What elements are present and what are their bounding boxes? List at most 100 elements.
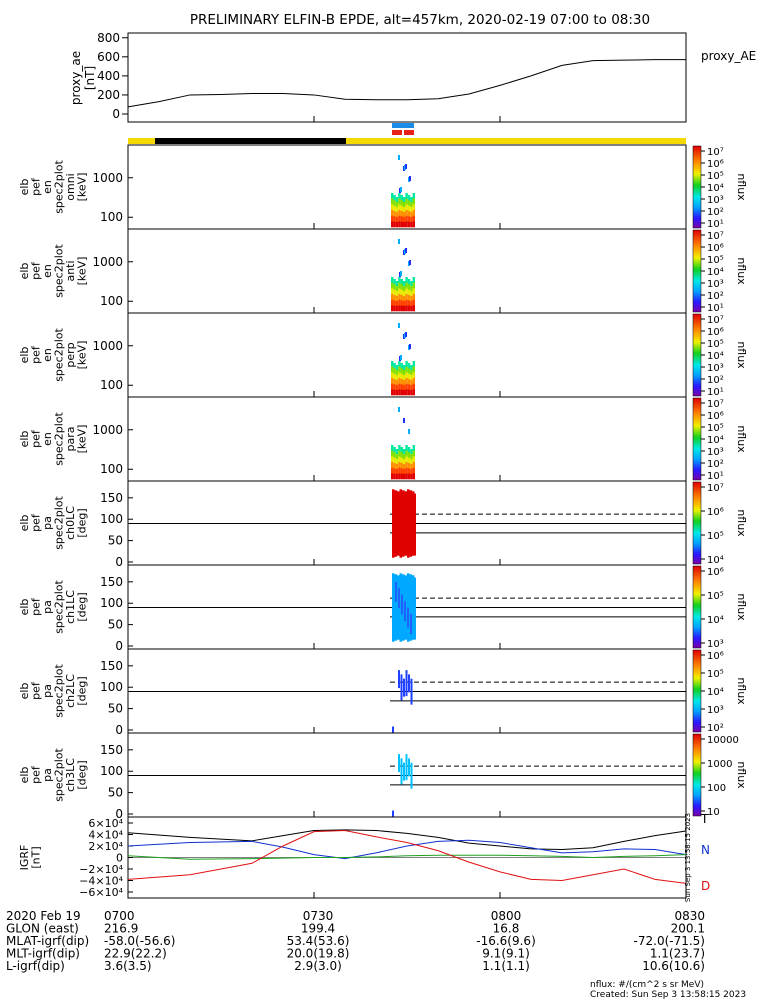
spec_para-cbar-title: nflux xyxy=(735,425,748,453)
spec_para-ytick-label: 100 xyxy=(100,462,123,476)
spec_omni-sparse-pixel xyxy=(400,187,402,192)
spec_omni-spectrum-column xyxy=(391,215,394,222)
spec_perp-sparse-pixel xyxy=(400,355,402,360)
spec_omni-spectrum-column xyxy=(407,195,411,201)
spec_omni-spectrum-column xyxy=(412,193,415,199)
spec_para-cbar-label: 10¹ xyxy=(707,471,724,482)
spec_para-cbar-label: 10³ xyxy=(707,447,724,458)
spec_para-spectrum-column xyxy=(412,456,415,463)
spec_anti-spectrum-column xyxy=(398,277,401,283)
spec_perp-spectrum-column xyxy=(407,368,411,374)
spec_omni-spectrum-column xyxy=(412,210,415,216)
spec_para-spectrum-column xyxy=(405,467,408,474)
pa_ch0-ytick-label: 0 xyxy=(115,555,123,569)
pa_ch3-ylabel: pef xyxy=(30,765,43,784)
ae-ytick-label: 800 xyxy=(97,31,120,45)
pa_ch1-pa-speck xyxy=(410,613,412,634)
igrf-ytick-label: −2×10⁴ xyxy=(79,863,123,876)
spec_perp-spectrum-column xyxy=(398,383,401,390)
pa_ch1-ylabel: spec2plot xyxy=(53,580,66,634)
spec_omni-spectrum-column xyxy=(391,204,394,211)
spec_perp-ylabel: spec2plot xyxy=(53,328,66,382)
spec_anti-spectrum-column xyxy=(400,295,403,301)
spec_anti-spectrum-column xyxy=(407,305,411,312)
spec_para-spectrum-column xyxy=(398,473,401,480)
spec_perp-spectrum-column xyxy=(407,384,411,390)
spec_omni-spectrum-column xyxy=(400,216,403,222)
pa_ch0-ylabel: pa xyxy=(41,516,54,530)
spec_para-spectrum-column xyxy=(391,450,394,457)
spec_omni-spectrum-column xyxy=(412,198,415,205)
spec_omni-spectrum-column xyxy=(395,222,399,228)
spec_omni-spectrum-column xyxy=(398,221,401,228)
igrf-series-label: D xyxy=(701,879,710,893)
spec_perp-spectrum-column xyxy=(391,366,394,373)
spec_perp-spectrum-column xyxy=(393,384,396,390)
spec_anti-cbar-label: 10⁴ xyxy=(707,267,724,278)
spec_anti-ytick-label: 1000 xyxy=(92,255,123,269)
spec_anti-spectrum-column xyxy=(412,299,415,306)
spec_anti-spectrum-column xyxy=(403,296,406,302)
spec_perp-ylabel: pef xyxy=(30,345,43,364)
spec_para-spectrum-column xyxy=(398,456,401,463)
orbit-row-value: 0730 xyxy=(303,909,334,923)
spec_para-spectrum-column xyxy=(410,449,413,455)
pa_ch1-pa-column xyxy=(392,573,395,642)
spec_para-spectrum-column xyxy=(393,457,396,464)
spec_omni-spectrum-column xyxy=(407,205,411,212)
spec_para-spectrum-column xyxy=(407,457,411,464)
spec_omni-ylabel: pef xyxy=(30,177,43,196)
spec_perp-spectrum-column xyxy=(410,385,413,391)
spec_para-cbar-label: 10⁶ xyxy=(707,411,724,422)
igrf-series-line xyxy=(127,829,687,884)
spec_perp-spectrum-column xyxy=(412,378,415,384)
spec_omni-spectrum-column xyxy=(400,211,403,217)
spec_anti-spectrum-column xyxy=(395,306,399,312)
spec_omni-spectrum-column xyxy=(405,210,408,216)
spec_omni-spectrum-column xyxy=(410,202,413,208)
spec_para-spectrum-column xyxy=(410,474,413,480)
spec_para-spectrum-column xyxy=(410,469,413,475)
pa_ch1-ytick-label: 50 xyxy=(108,618,123,632)
ae-panel-frame xyxy=(127,32,687,123)
pa_ch2-ylabel: ch2LC xyxy=(64,674,77,708)
orbit-row-value: 20.0(19.8) xyxy=(287,947,350,961)
pa_ch2-ytick-label: 100 xyxy=(100,680,123,694)
spec_para-sparse-pixel xyxy=(403,418,405,423)
spec_anti-spectrum-column xyxy=(400,289,403,296)
pa_ch3-cbar-label: 10 xyxy=(707,807,720,818)
spec_anti-ylabel: spec2plot xyxy=(53,244,66,298)
pa_ch1-cbar-label: 10⁶ xyxy=(707,567,724,578)
pa_ch0-pa-column xyxy=(412,493,416,556)
spec_perp-ylabel: perp xyxy=(64,342,77,367)
spec_omni-sparse-pixel xyxy=(409,176,411,181)
pa_ch2-pa-speck xyxy=(403,678,405,697)
spec_perp-spectrum-column xyxy=(410,390,413,396)
spec_perp-spectrum-column xyxy=(403,370,406,376)
pa_ch0-cbar-label: 10⁶ xyxy=(707,507,724,518)
igrf-ytick-label: 6×10⁴ xyxy=(88,817,123,830)
spec_perp-ytick-label: 1000 xyxy=(92,339,123,353)
pa_ch3-cbar-title: nflux xyxy=(735,761,748,789)
orbit-row-label: GLON (east) xyxy=(6,922,79,936)
orbit-row-value: 22.9(22.2) xyxy=(104,947,167,961)
spec_omni-sparse-pixel xyxy=(405,164,407,169)
spec_perp-cbar-label: 10⁶ xyxy=(707,327,724,338)
spec_perp-spectrum-column xyxy=(393,368,396,374)
pa_ch2-cbar-label: 10⁵ xyxy=(707,669,724,680)
pa_ch2-cbar-title: nflux xyxy=(735,677,748,705)
pa_ch2-pa-speck xyxy=(400,674,403,701)
pa_ch0-ytick-label: 50 xyxy=(108,534,123,548)
spec_perp-spectrum-column xyxy=(395,390,399,396)
spec_para-spectrum-column xyxy=(410,459,413,465)
spec_perp-spectrum-column xyxy=(405,389,408,396)
pa_ch3-ylabel: pa xyxy=(41,768,54,782)
spec_perp-cbar-label: 10⁴ xyxy=(707,351,724,362)
pa_ch2-ytick-label: 0 xyxy=(115,723,123,737)
spec_anti-spectrum-column xyxy=(393,284,396,290)
science-zone-red-a xyxy=(392,130,402,135)
spec_anti-spectrum-column xyxy=(410,286,413,292)
pa_ch3-ylabel: ch3LC xyxy=(64,758,77,792)
igrf-ytick-label: 2×10⁴ xyxy=(88,840,123,853)
footer-units: nflux: #/(cm^2 s sr MeV) xyxy=(590,980,704,990)
